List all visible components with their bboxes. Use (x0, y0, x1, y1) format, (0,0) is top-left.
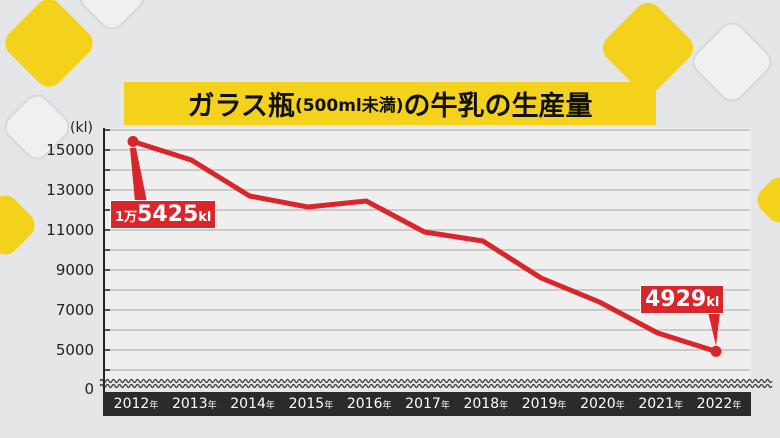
x-axis-bar (103, 392, 751, 416)
y-tick-label: 0 (84, 380, 94, 398)
x-tick-label: 2014年 (230, 396, 275, 412)
x-tick-label: 2022年 (696, 396, 742, 412)
callout-pointer (708, 312, 720, 346)
x-tick-label: 2012年 (113, 396, 159, 412)
x-tick-label: 2013年 (171, 396, 217, 412)
callout-2022: 4929kl (640, 285, 725, 314)
series-line (132, 139, 717, 354)
x-tick-label: 2018年 (463, 396, 509, 412)
y-tick-label: 13000 (46, 181, 94, 199)
x-tick-label: 2021年 (638, 396, 684, 412)
axis-break (99, 378, 773, 384)
title-main: ガラス瓶 (187, 91, 295, 122)
callout-unit: kl (198, 210, 212, 225)
data-point (127, 136, 139, 147)
chart-title: ガラス瓶 (500ml未満) の牛乳の生産量 (124, 82, 656, 125)
callout-number: 4929 (645, 287, 707, 312)
callout-2012: 1万5425kl (110, 200, 217, 229)
x-tick-label: 2017年 (405, 396, 450, 412)
y-tick-label: 5000 (55, 341, 94, 359)
callout-unit: kl (706, 295, 720, 310)
y-tick-label: 11000 (46, 221, 94, 239)
title-rest: の牛乳の生産量 (403, 91, 593, 122)
y-tick-label: 7000 (55, 301, 94, 319)
y-axis-unit: (kl) (70, 120, 93, 136)
x-tick-label: 2016年 (346, 396, 392, 412)
y-tick-label: 9000 (55, 261, 94, 279)
x-tick-label: 2020年 (580, 396, 625, 412)
x-tick-label: 2015年 (288, 396, 334, 412)
data-point (710, 345, 722, 357)
y-tick-label: 15000 (46, 141, 94, 159)
title-paren: (500ml未満) (294, 96, 404, 116)
callout-prefix: 1万 (115, 210, 138, 225)
callout-number: 5425 (137, 202, 199, 227)
x-tick-label: 2019年 (521, 396, 567, 412)
axis-break (99, 383, 773, 389)
callout-pointer (130, 148, 147, 202)
